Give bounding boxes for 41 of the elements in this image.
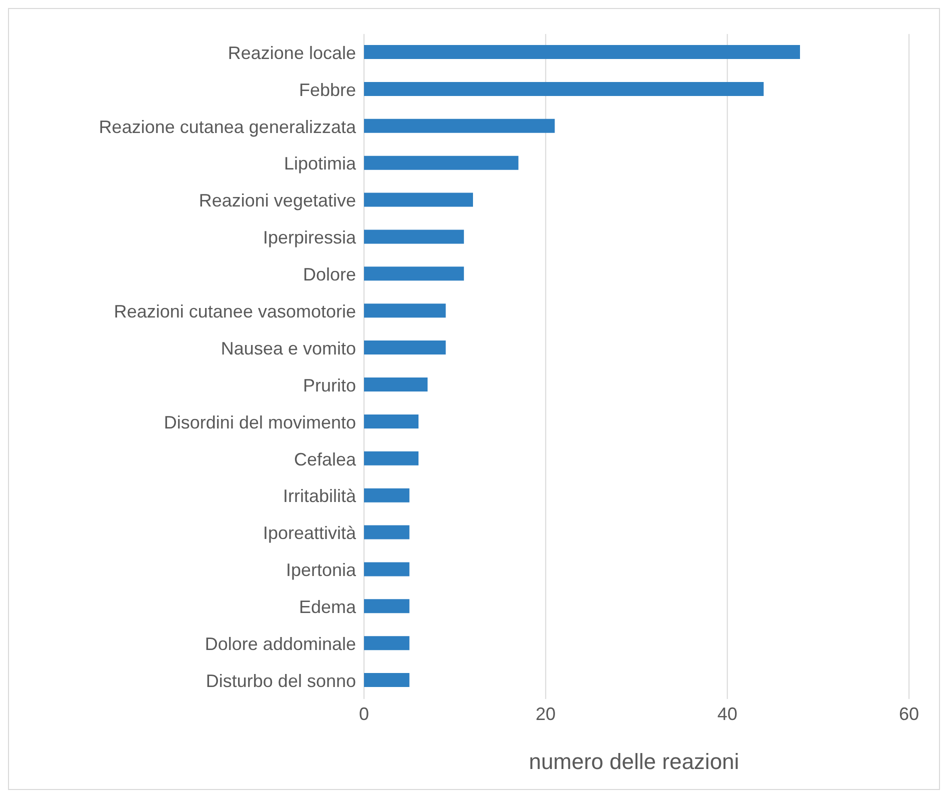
bar	[364, 414, 418, 428]
bar	[364, 340, 446, 355]
bar	[364, 378, 428, 392]
y-tick-label: Iperpiressia	[262, 228, 357, 248]
y-tick-label: Cefalea	[294, 449, 357, 470]
bar	[364, 599, 410, 614]
y-tick-label: Disturbo del sonno	[206, 670, 356, 691]
bar	[364, 192, 473, 207]
x-axis-title: numero delle reazioni	[528, 749, 740, 775]
y-tick-label: Disordini del movimento	[164, 412, 356, 432]
y-tick-label: Reazione locale	[228, 42, 356, 63]
y-tick-label: Edema	[298, 597, 357, 618]
y-tick-label: Lipotimia	[284, 154, 357, 174]
bar	[364, 45, 800, 59]
y-tick-label: Nausea e vomito	[220, 338, 356, 358]
bar	[364, 673, 410, 688]
y-tick-label: Iporeattività	[262, 523, 357, 544]
bar	[364, 156, 518, 170]
y-tick-label: Reazione cutanea generalizzata	[98, 116, 357, 137]
bar	[364, 488, 410, 502]
bar	[364, 451, 418, 466]
y-tick-label: Febbre	[298, 80, 356, 100]
y-tick-label: Dolore addominale	[204, 634, 356, 654]
bar	[364, 562, 410, 576]
y-tick-label: Reazioni vegetative	[198, 190, 356, 211]
y-tick-label: Reazioni cutanee vasomotorie	[114, 301, 356, 322]
bar	[364, 304, 446, 318]
bar	[364, 118, 555, 133]
y-tick-label: Irritabilità	[282, 486, 357, 506]
bar	[364, 266, 464, 281]
y-tick-label: Prurito	[302, 375, 356, 396]
x-tick-label: 60	[898, 704, 920, 724]
bar	[364, 82, 764, 96]
x-tick-label: 40	[717, 704, 738, 724]
y-tick-label: Ipertonia	[286, 560, 357, 580]
bar	[364, 636, 410, 650]
y-tick-label: Dolore	[302, 264, 356, 285]
bar	[364, 230, 464, 244]
x-tick-label: 20	[536, 704, 556, 724]
bar	[364, 525, 410, 540]
x-tick-label: 0	[358, 704, 370, 724]
